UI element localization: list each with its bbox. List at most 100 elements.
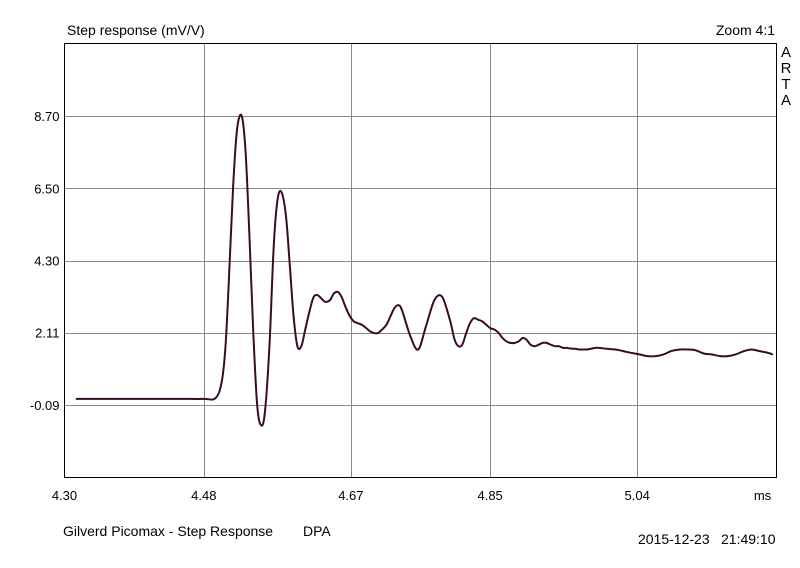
data-point — [554, 345, 556, 347]
arta-letter-a1: A — [780, 44, 791, 61]
data-point — [734, 353, 737, 355]
data-point — [670, 350, 672, 352]
data-point — [353, 320, 355, 323]
data-point — [276, 200, 278, 202]
time-label: 21:49:10 — [721, 531, 776, 547]
x-tick-label: 4.30 — [52, 488, 77, 503]
data-point — [465, 332, 467, 334]
data-point — [719, 355, 721, 357]
data-point — [361, 324, 363, 326]
data-point — [141, 398, 143, 400]
data-point — [333, 293, 335, 295]
data-point — [461, 344, 463, 346]
data-point — [260, 424, 262, 426]
data-point — [498, 332, 500, 334]
data-point — [285, 214, 287, 216]
data-point — [344, 306, 346, 308]
zoom-label: Zoom 4:1 — [715, 22, 775, 38]
grid-layer — [64, 43, 777, 478]
data-point — [570, 347, 572, 350]
data-point — [509, 342, 511, 344]
data-point — [514, 342, 516, 344]
data-point — [542, 342, 544, 344]
step-response-chart: 4.30 4.48 4.67 4.85 5.04 ms 8.70 6.50 4.30 2.11 -… — [30, 43, 777, 503]
data-point — [232, 184, 234, 186]
data-point — [582, 348, 584, 351]
data-point — [606, 348, 608, 350]
data-point — [241, 115, 243, 117]
data-point — [389, 316, 391, 318]
data-point — [329, 299, 331, 301]
data-point — [248, 237, 251, 239]
data-point — [296, 345, 298, 347]
data-point — [228, 269, 230, 272]
data-point — [485, 324, 487, 326]
data-point — [324, 301, 326, 303]
data-point — [341, 296, 343, 298]
measurement-description: Gilverd Picomax - Step Response — [63, 523, 274, 539]
x-tick-labels: 4.30 4.48 4.67 4.85 5.04 ms — [52, 488, 772, 503]
data-point — [686, 348, 689, 351]
data-point — [269, 342, 271, 344]
microphone-label: DPA — [303, 523, 331, 539]
data-point — [280, 191, 282, 193]
data-point — [694, 349, 696, 351]
y-tick-label: -0.09 — [30, 398, 60, 413]
data-point — [377, 332, 379, 334]
data-point — [646, 355, 648, 357]
data-point — [578, 348, 580, 351]
data-point — [710, 353, 713, 355]
data-point — [598, 347, 600, 349]
data-point — [522, 337, 524, 339]
data-point — [309, 309, 311, 311]
data-point — [546, 342, 548, 344]
x-tick-label: 5.04 — [625, 488, 650, 503]
data-point — [272, 250, 275, 252]
data-point — [214, 397, 216, 399]
data-point — [449, 319, 451, 321]
data-point — [385, 324, 387, 326]
data-point — [655, 355, 657, 357]
x-unit-label: ms — [754, 488, 772, 503]
y-tick-label: 8.70 — [34, 109, 59, 124]
data-point — [558, 345, 560, 347]
data-point — [457, 345, 459, 347]
data-point — [703, 352, 705, 355]
trace-layer — [75, 113, 774, 427]
y-tick-label: 4.30 — [34, 254, 59, 269]
data-point — [614, 348, 617, 351]
data-point — [534, 345, 536, 347]
data-point — [75, 398, 77, 400]
data-point — [289, 263, 291, 265]
data-point — [293, 316, 295, 318]
data-point — [758, 350, 761, 352]
data-point — [337, 291, 339, 293]
plot-frame — [64, 43, 777, 478]
data-point — [590, 348, 592, 350]
y-tick-label: 2.11 — [35, 326, 59, 341]
data-point — [381, 329, 383, 331]
data-point — [256, 404, 258, 406]
data-point — [409, 335, 411, 337]
data-point — [574, 348, 576, 350]
arta-logo: A R T A — [779, 44, 793, 114]
data-point — [313, 296, 315, 298]
data-point — [349, 316, 351, 318]
data-point — [203, 398, 205, 400]
data-point — [252, 332, 254, 334]
data-point — [300, 345, 302, 347]
date-label: 2015-12-23 — [638, 531, 710, 547]
x-tick-label: 4.67 — [338, 488, 363, 503]
chart-title: Step response (mV/V) — [67, 22, 205, 38]
data-point — [525, 339, 528, 341]
arta-letter-t: T — [781, 76, 791, 93]
data-point — [304, 329, 306, 331]
arta-letter-r: R — [780, 60, 792, 77]
data-point — [679, 348, 681, 351]
data-point — [401, 309, 403, 311]
x-tick-label: 4.85 — [477, 488, 502, 503]
data-point — [433, 299, 435, 301]
step-response-line — [76, 113, 773, 427]
data-point — [477, 319, 480, 321]
data-point — [473, 317, 475, 319]
